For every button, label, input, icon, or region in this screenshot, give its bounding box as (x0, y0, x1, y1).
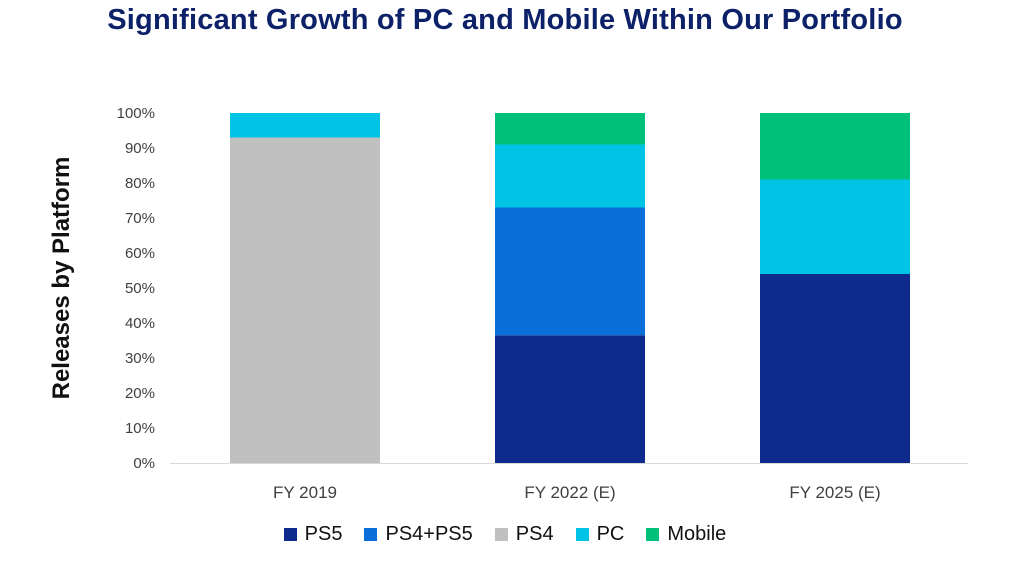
legend-swatch-mobile (646, 528, 660, 541)
legend-label-pc: PC (596, 523, 625, 545)
legend-item-ps4-ps5: PS4+PS5 (364, 523, 473, 546)
y-tick-label: 40% (125, 315, 155, 332)
legend-swatch-ps4-ps5 (364, 528, 378, 541)
x-category-label: FY 2022 (E) (524, 483, 615, 502)
y-tick-label: 70% (125, 210, 155, 227)
legend-swatch-ps4 (494, 528, 508, 541)
y-tick-label: 30% (125, 350, 155, 367)
y-tick-label: 90% (125, 140, 155, 157)
legend-item-ps4: PS4 (494, 523, 554, 546)
axis-layer: 0% 10% 20% 30% 40% 50% 60% 70% 80% 90% 100% FY 2019… (117, 105, 968, 502)
y-tick-label: 10% (125, 420, 155, 437)
y-tick-label: 0% (133, 455, 155, 472)
chart-title: Significant Growth of PC and Mobile With… (107, 4, 903, 36)
bar-segment-ps5-2 (495, 335, 645, 463)
legend-label-ps4: PS4 (515, 523, 554, 545)
bar-segment-pc-1 (230, 113, 380, 138)
bar-segment-ps5-3 (760, 274, 910, 463)
y-tick-label: 20% (125, 385, 155, 402)
bar-segment-pc-3 (760, 179, 910, 274)
legend-label-ps4-ps5: PS4+PS5 (385, 523, 473, 545)
bars-layer (230, 113, 910, 463)
x-category-label: FY 2019 (273, 483, 337, 502)
bar-segment-ps4-1 (230, 137, 380, 463)
legend-item-mobile: Mobile (646, 523, 726, 546)
legend-item-ps5: PS5 (283, 523, 343, 546)
y-tick-label: 60% (125, 245, 155, 262)
y-tick-label: 80% (125, 175, 155, 192)
legend: PS5 PS4+PS5 PS4 PC Mobile (0, 523, 1010, 546)
y-tick-label: 100% (117, 105, 155, 122)
bar-segment-ps4-ps5-2 (495, 207, 645, 336)
y-tick-label: 50% (125, 280, 155, 297)
bar-segment-mobile-2 (495, 113, 645, 145)
legend-swatch-ps5 (283, 528, 297, 541)
legend-label-ps5: PS5 (304, 523, 343, 545)
bar-segment-mobile-3 (760, 113, 910, 180)
x-category-label: FY 2025 (E) (789, 483, 880, 502)
legend-swatch-pc (575, 528, 589, 541)
legend-label-mobile: Mobile (667, 523, 727, 545)
legend-item-pc: PC (575, 523, 625, 546)
bar-segment-pc-2 (495, 144, 645, 208)
